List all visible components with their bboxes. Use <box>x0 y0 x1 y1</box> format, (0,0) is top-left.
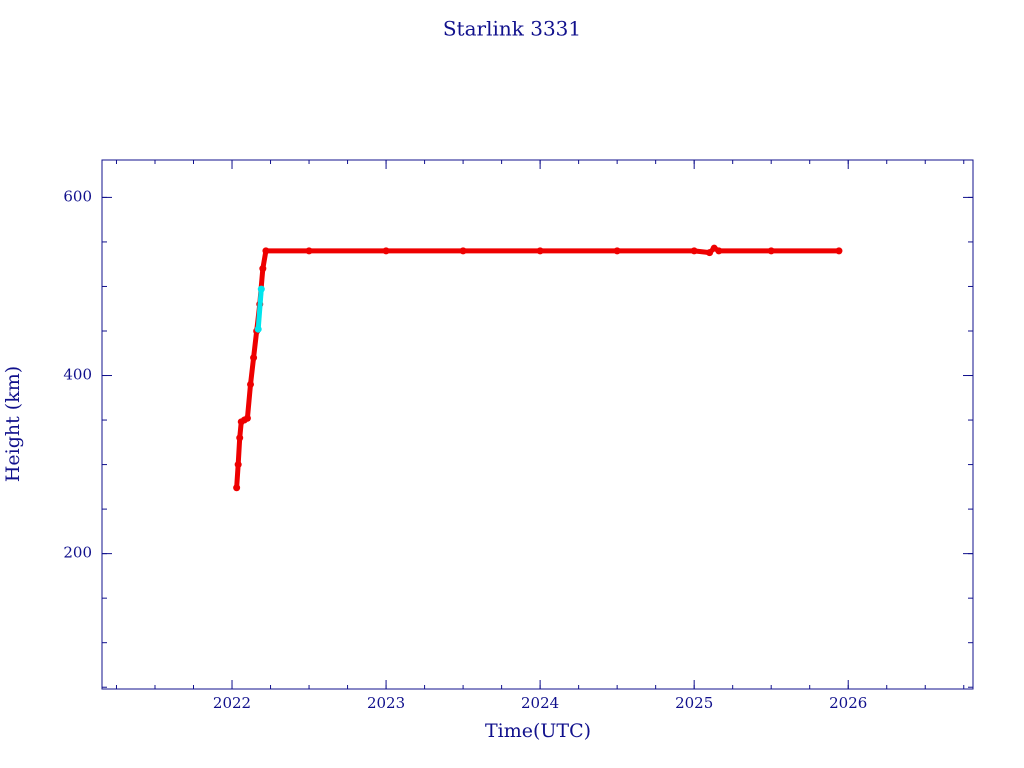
y-axis-label: Height (km) <box>2 366 24 482</box>
series-line <box>255 288 264 330</box>
data-point <box>250 354 258 362</box>
x-axis-label: Time(UTC) <box>485 720 591 742</box>
data-point <box>690 247 698 255</box>
data-point <box>715 247 723 255</box>
data-point <box>234 461 242 469</box>
x-tick-label: 2023 <box>367 694 405 712</box>
x-tick-label: 2026 <box>829 694 867 712</box>
y-tick-label: 200 <box>63 544 92 562</box>
data-point <box>459 247 467 255</box>
data-point <box>257 285 265 293</box>
y-tick-label: 600 <box>63 187 92 205</box>
data-point <box>233 484 241 492</box>
data-point <box>262 247 270 255</box>
plot-frame <box>101 159 974 690</box>
data-point <box>536 247 544 255</box>
data-point <box>243 414 251 422</box>
data-point <box>706 249 714 257</box>
data-point <box>247 380 255 388</box>
data-point <box>382 247 390 255</box>
data-point <box>259 265 267 273</box>
x-tick-label: 2024 <box>521 694 559 712</box>
data-point <box>613 247 621 255</box>
data-point <box>254 325 262 333</box>
x-tick-label: 2022 <box>213 694 251 712</box>
y-tick-label: 400 <box>63 366 92 384</box>
series-line <box>234 245 839 488</box>
x-tick-label: 2025 <box>675 694 713 712</box>
data-point <box>835 247 843 255</box>
data-point <box>236 434 244 442</box>
data-point <box>767 247 775 255</box>
chart-title: Starlink 3331 <box>443 17 581 41</box>
data-point <box>305 247 313 255</box>
